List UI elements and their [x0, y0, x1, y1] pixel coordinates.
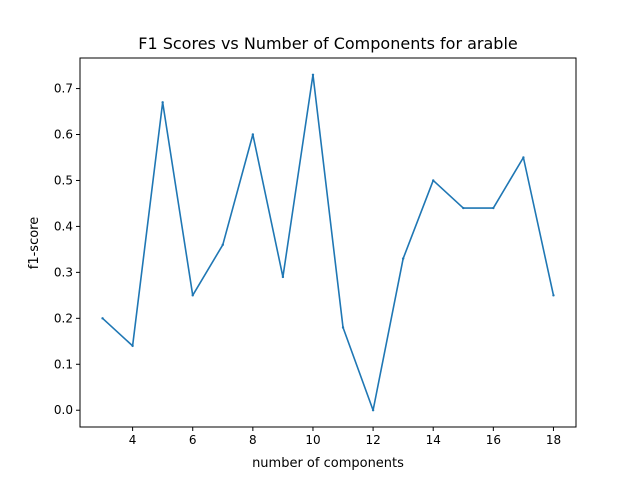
y-axis-label: f1-score	[27, 217, 42, 269]
data-point	[341, 326, 345, 329]
y-tick-label: 0.5	[54, 173, 73, 187]
x-tick-label: 8	[249, 433, 257, 447]
data-point	[522, 156, 525, 159]
x-tick-label: 10	[305, 433, 320, 447]
y-tick-label: 0.4	[54, 219, 73, 233]
y-tick-label: 0.1	[54, 357, 73, 371]
x-tick-label: 4	[129, 433, 137, 447]
data-point	[462, 206, 465, 210]
plot-frame	[79, 57, 577, 428]
x-tick-label: 12	[365, 433, 380, 447]
data-point	[131, 344, 134, 348]
data-point	[101, 317, 104, 320]
data-point	[492, 206, 495, 210]
x-tick-label: 16	[486, 433, 501, 447]
x-axis-label: number of components	[252, 456, 404, 471]
data-point	[191, 294, 194, 297]
data-point	[161, 101, 164, 104]
x-tick-label: 18	[546, 433, 561, 447]
data-point	[432, 179, 435, 182]
chart-title: F1 Scores vs Number of Components for ar…	[138, 34, 518, 53]
y-tick-label: 0.2	[54, 311, 73, 325]
data-point	[281, 275, 285, 279]
data-point	[371, 409, 375, 412]
axis-ticks: 4 6 8 10 12 14 16 18 0.0 0.1 0.2 0.3 0.4 0.5 0.6 0.7	[54, 82, 561, 447]
y-tick-label: 0.7	[54, 82, 73, 96]
data-point	[311, 73, 315, 76]
y-tick-label: 0.0	[54, 403, 73, 417]
y-tick-label: 0.6	[54, 128, 73, 142]
data-points	[101, 73, 555, 412]
data-point	[221, 243, 224, 246]
data-point	[251, 133, 255, 136]
data-point	[401, 257, 405, 260]
series-line	[102, 73, 555, 412]
data-point	[552, 294, 555, 297]
x-tick-label: 6	[189, 433, 197, 447]
x-tick-label: 14	[426, 433, 441, 447]
y-tick-label: 0.3	[54, 265, 73, 279]
